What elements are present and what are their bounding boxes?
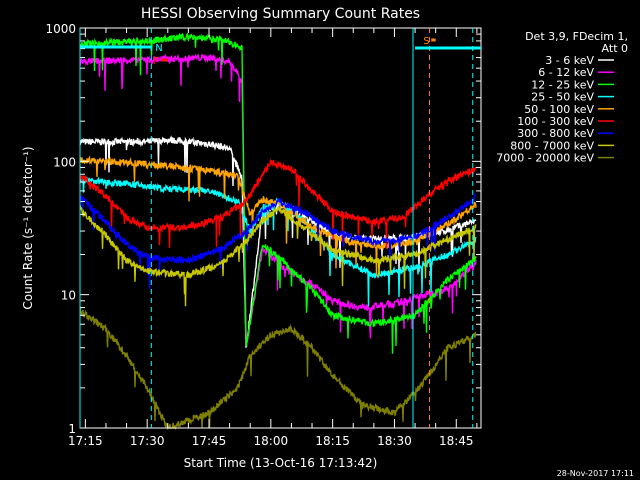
legend-label: 6 - 12 keV	[538, 66, 594, 79]
y-tick-label: 1	[68, 422, 76, 436]
chart-title: HESSI Observing Summary Count Rates	[141, 6, 420, 22]
y-tick-label: 100	[53, 155, 76, 169]
x-tick-label: 18:15	[315, 434, 350, 448]
legend-label: 50 - 100 keV	[524, 103, 594, 116]
legend-label: 100 - 300 keV	[517, 115, 594, 128]
series-line-5	[79, 158, 477, 249]
flag-label-n: N	[155, 43, 162, 54]
x-tick-label: 17:15	[68, 434, 103, 448]
x-tick-label: 17:45	[192, 434, 227, 448]
legend-label: 800 - 7000 keV	[510, 139, 594, 152]
x-axis-label: Start Time (13-Oct-16 17:13:42)	[184, 456, 378, 470]
legend-label: 7000 - 20000 keV	[496, 152, 594, 165]
footer-date: 28-Nov-2017 17:11	[557, 469, 634, 478]
x-tick-label: 18:45	[439, 434, 474, 448]
series-line-6	[79, 192, 477, 290]
legend-label: 12 - 25 keV	[531, 78, 594, 91]
series-line-8	[79, 306, 477, 431]
flag-label-s: S	[423, 36, 429, 47]
y-axis-label: Count Rate (s⁻¹ detector⁻¹)	[21, 146, 35, 309]
series-line-2	[79, 32, 477, 354]
legend-label: 25 - 50 keV	[531, 91, 594, 104]
x-tick-label: 17:30	[130, 434, 165, 448]
x-tick-label: 18:00	[254, 434, 289, 448]
legend-label: 3 - 6 keV	[545, 54, 594, 67]
y-tick-label: 1000	[45, 22, 76, 36]
legend-label: 300 - 800 keV	[517, 127, 594, 140]
legend-title-line-1: Det 3,9, FDecim 1,	[525, 30, 628, 43]
flag-label-f: F	[153, 56, 159, 67]
y-tick-label: 10	[61, 289, 76, 303]
x-tick-label: 18:30	[377, 434, 412, 448]
legend-title-line-2: Att 0	[602, 42, 628, 55]
series-line-7	[79, 204, 477, 307]
